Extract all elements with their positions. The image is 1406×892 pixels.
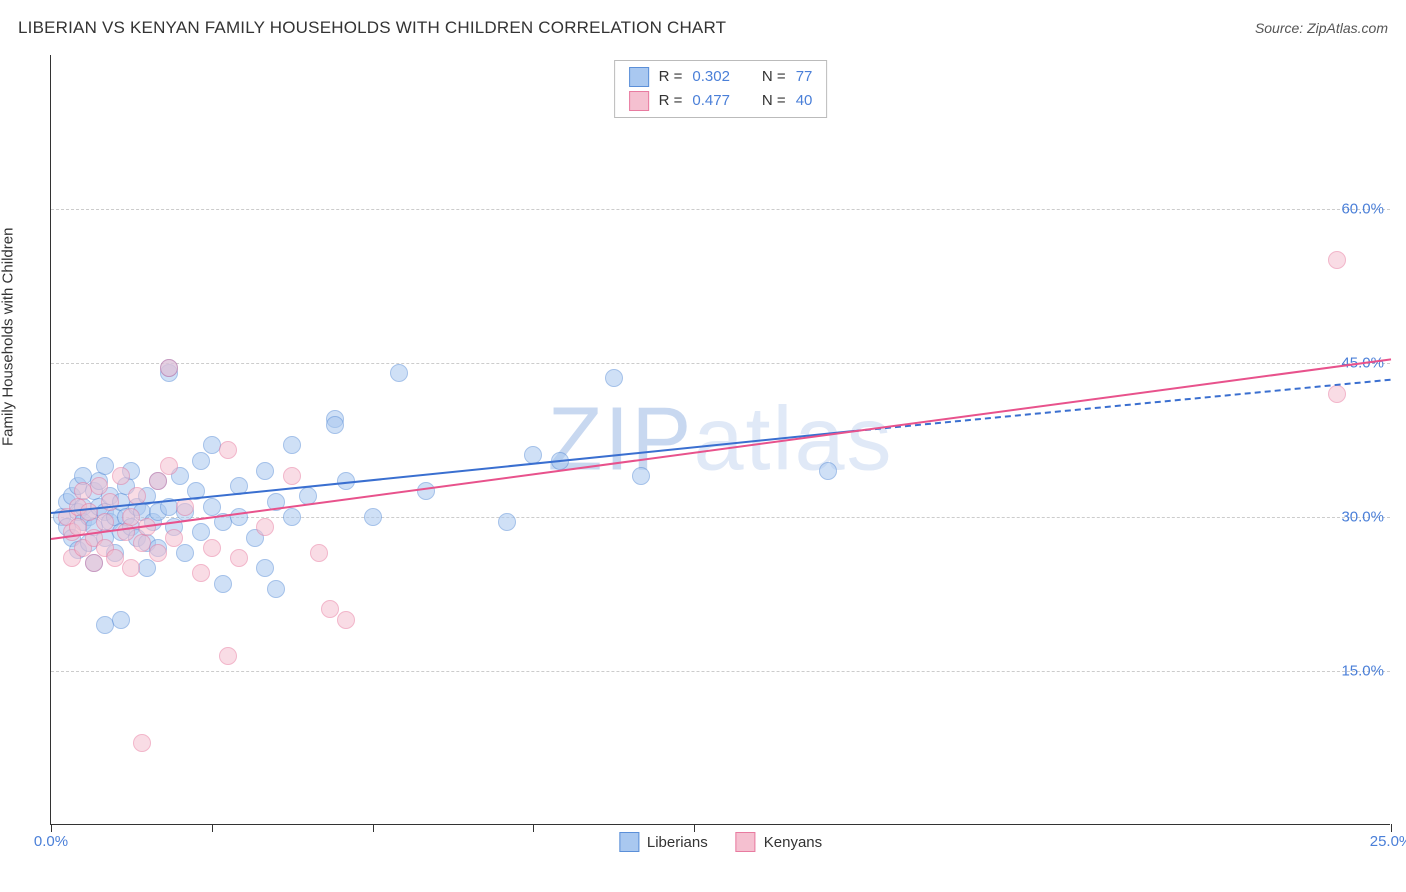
data-point (214, 575, 232, 593)
data-point (417, 482, 435, 500)
x-tick-label: 25.0% (1370, 833, 1406, 850)
data-point (321, 600, 339, 618)
data-point (160, 359, 178, 377)
data-point (230, 508, 248, 526)
n-value: 40 (796, 89, 813, 113)
gridline (51, 671, 1390, 672)
data-point (1328, 385, 1346, 403)
data-point (219, 441, 237, 459)
data-point (133, 734, 151, 752)
x-tick (533, 824, 534, 832)
data-point (96, 457, 114, 475)
data-point (80, 503, 98, 521)
data-point (112, 467, 130, 485)
gridline (51, 209, 1390, 210)
legend-swatch (619, 832, 639, 852)
x-tick (1391, 824, 1392, 832)
data-point (122, 559, 140, 577)
x-tick (51, 824, 52, 832)
data-point (632, 467, 650, 485)
data-point (337, 611, 355, 629)
data-point (219, 647, 237, 665)
y-tick-label: 15.0% (1341, 663, 1384, 680)
data-point (176, 544, 194, 562)
r-value: 0.302 (692, 65, 730, 89)
data-point (160, 457, 178, 475)
trend-line (51, 358, 1391, 540)
data-point (310, 544, 328, 562)
data-point (230, 549, 248, 567)
n-value: 77 (796, 65, 813, 89)
source-label: Source: ZipAtlas.com (1255, 20, 1388, 36)
n-label: N = (762, 89, 786, 113)
x-tick (694, 824, 695, 832)
legend-top: R = 0.302 N = 77 R = 0.477 N = 40 (614, 60, 828, 118)
y-axis-label: Family Households with Children (0, 228, 17, 446)
legend-swatch (629, 67, 649, 87)
data-point (256, 518, 274, 536)
data-point (283, 467, 301, 485)
data-point (149, 544, 167, 562)
y-tick-label: 60.0% (1341, 201, 1384, 218)
x-tick-label: 0.0% (34, 833, 68, 850)
data-point (122, 508, 140, 526)
x-tick (212, 824, 213, 832)
legend-bottom: Liberians Kenyans (619, 832, 822, 852)
legend-item: Liberians (619, 832, 708, 852)
data-point (85, 554, 103, 572)
data-point (256, 462, 274, 480)
legend-label: Kenyans (764, 834, 822, 851)
legend-swatch (736, 832, 756, 852)
data-point (283, 436, 301, 454)
legend-item: Kenyans (736, 832, 822, 852)
r-label: R = (659, 65, 683, 89)
data-point (192, 564, 210, 582)
data-point (203, 539, 221, 557)
data-point (106, 549, 124, 567)
data-point (267, 580, 285, 598)
data-point (133, 534, 151, 552)
legend-swatch (629, 91, 649, 111)
data-point (112, 611, 130, 629)
data-point (149, 472, 167, 490)
gridline (51, 363, 1390, 364)
title-bar: LIBERIAN VS KENYAN FAMILY HOUSEHOLDS WIT… (18, 18, 1388, 38)
data-point (256, 559, 274, 577)
data-point (364, 508, 382, 526)
data-point (498, 513, 516, 531)
data-point (390, 364, 408, 382)
legend-row: R = 0.477 N = 40 (629, 89, 813, 113)
y-tick-label: 30.0% (1341, 509, 1384, 526)
data-point (605, 369, 623, 387)
gridline (51, 517, 1390, 518)
n-label: N = (762, 65, 786, 89)
data-point (192, 452, 210, 470)
watermark: ZIPatlas (547, 388, 893, 491)
trend-line (855, 378, 1391, 431)
data-point (283, 508, 301, 526)
legend-label: Liberians (647, 834, 708, 851)
r-value: 0.477 (692, 89, 730, 113)
chart-title: LIBERIAN VS KENYAN FAMILY HOUSEHOLDS WIT… (18, 18, 726, 38)
data-point (326, 416, 344, 434)
data-point (819, 462, 837, 480)
x-tick (373, 824, 374, 832)
r-label: R = (659, 89, 683, 113)
legend-row: R = 0.302 N = 77 (629, 65, 813, 89)
data-point (96, 513, 114, 531)
plot-area: ZIPatlas 15.0%30.0%45.0%60.0%0.0%25.0%R … (50, 55, 1390, 825)
data-point (165, 529, 183, 547)
data-point (1328, 251, 1346, 269)
data-point (138, 559, 156, 577)
